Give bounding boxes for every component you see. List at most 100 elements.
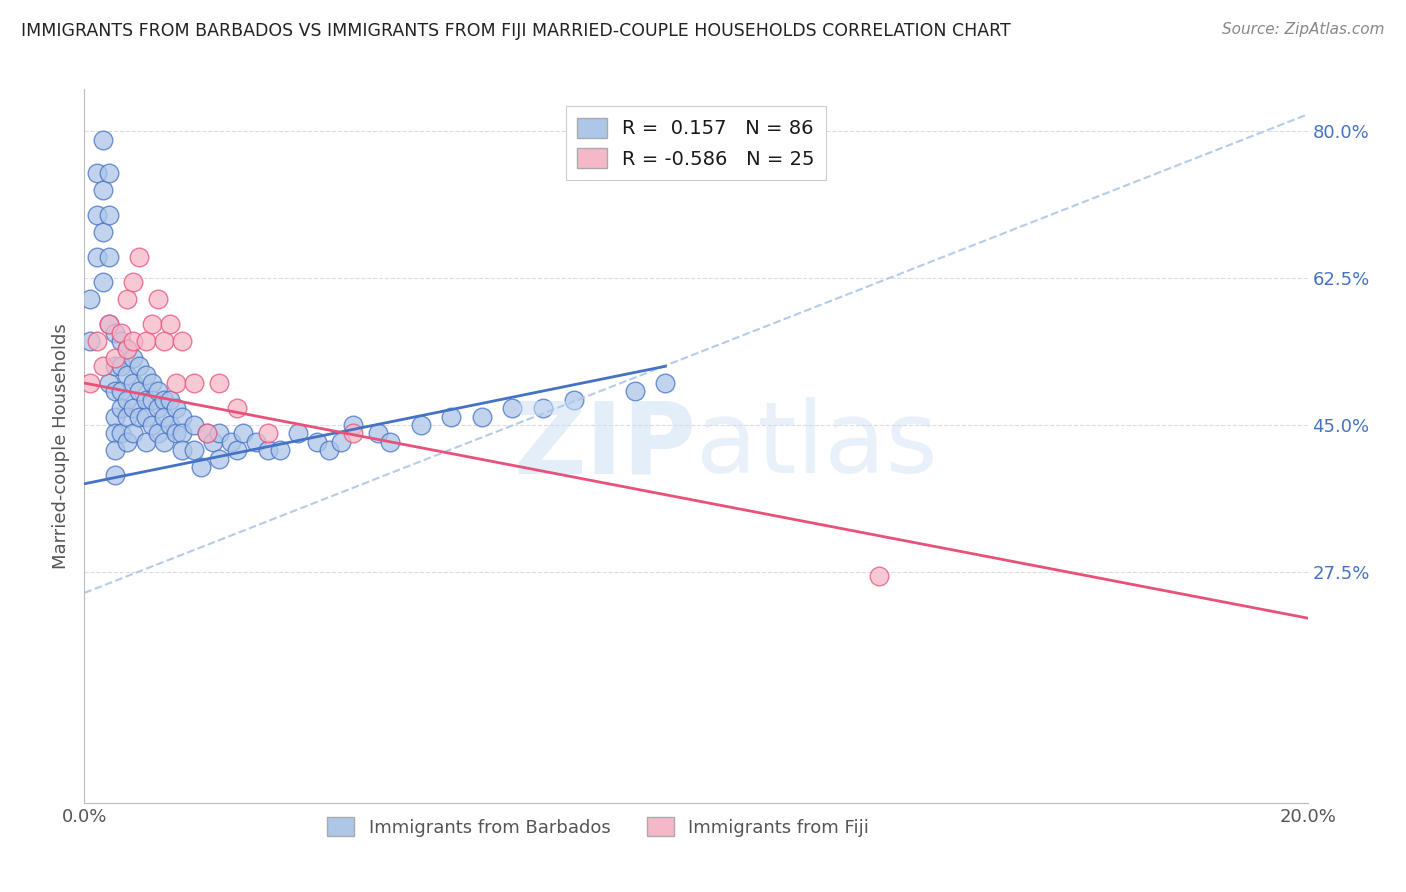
Point [97,376,120,390]
Point [869,569,891,583]
Point [367,426,389,441]
Text: IMMIGRANTS FROM BARBADOS VS IMMIGRANTS FROM FIJI MARRIED-COUPLE HOUSEHOLDS CORRE: IMMIGRANTS FROM BARBADOS VS IMMIGRANTS F… [21,22,1011,40]
Point [128,359,150,374]
Point [159,392,181,407]
Point [122,426,145,441]
Point [128,250,150,264]
Point [122,401,145,416]
Point [97,318,120,332]
Point [104,409,127,424]
Point [172,426,194,441]
Point [146,401,169,416]
Point [146,384,169,399]
Point [86,334,108,348]
Point [153,334,176,348]
Point [122,376,145,390]
Point [91,183,114,197]
Point [226,443,249,458]
Point [110,334,132,348]
Point [128,384,150,399]
Point [91,225,114,239]
Point [245,434,267,449]
Point [531,401,554,416]
Point [146,426,169,441]
Point [135,334,157,348]
Point [159,318,181,332]
Point [104,443,127,458]
Point [135,434,157,449]
Point [257,426,280,441]
Point [86,166,108,180]
Point [183,417,205,432]
Text: atlas: atlas [696,398,938,494]
Point [471,409,494,424]
Point [115,343,138,357]
Point [110,359,132,374]
Point [257,443,280,458]
Point [122,351,145,365]
Point [208,451,231,466]
Point [122,334,145,348]
Point [122,275,145,289]
Point [183,376,205,390]
Point [330,434,353,449]
Point [232,426,254,441]
Point [110,426,132,441]
Point [208,376,231,390]
Point [91,275,114,289]
Point [135,392,157,407]
Point [104,384,127,399]
Point [91,359,114,374]
Point [172,334,194,348]
Text: Source: ZipAtlas.com: Source: ZipAtlas.com [1222,22,1385,37]
Legend: Immigrants from Barbados, Immigrants from Fiji: Immigrants from Barbados, Immigrants fro… [321,810,876,844]
Point [97,208,120,222]
Point [654,376,676,390]
Point [135,409,157,424]
Point [115,434,138,449]
Point [380,434,402,449]
Point [342,417,364,432]
Text: ZIP: ZIP [513,398,696,494]
Point [104,351,127,365]
Point [115,409,138,424]
Point [97,250,120,264]
Point [115,368,138,382]
Point [86,208,108,222]
Point [104,326,127,340]
Point [115,292,138,306]
Point [305,434,328,449]
Point [409,417,432,432]
Point [562,392,585,407]
Y-axis label: Married-couple Households: Married-couple Households [52,323,70,569]
Point [141,376,163,390]
Point [153,409,176,424]
Point [141,392,163,407]
Point [115,343,138,357]
Point [110,326,132,340]
Point [502,401,524,416]
Point [79,334,101,348]
Point [219,434,242,449]
Point [318,443,340,458]
Point [440,409,463,424]
Point [287,426,309,441]
Point [269,443,291,458]
Point [624,384,647,399]
Point [110,384,132,399]
Point [159,417,181,432]
Point [172,409,194,424]
Point [190,460,212,475]
Point [91,132,114,146]
Point [86,250,108,264]
Point [97,318,120,332]
Point [195,426,218,441]
Point [153,434,176,449]
Point [128,409,150,424]
Point [208,426,231,441]
Point [141,318,163,332]
Point [165,401,187,416]
Point [104,468,127,483]
Point [165,426,187,441]
Point [104,359,127,374]
